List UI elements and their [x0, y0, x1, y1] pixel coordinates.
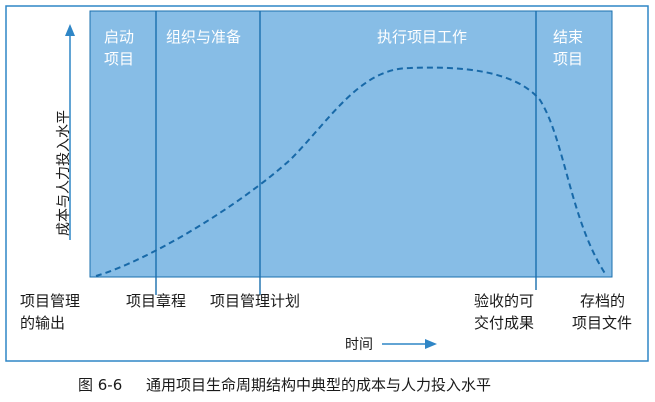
y-axis-label: 成本与人力投入水平	[56, 110, 72, 236]
x-axis-arrowhead	[425, 339, 437, 349]
y-axis-arrowhead	[65, 24, 75, 36]
phase-execute-label: 执行项目工作	[377, 28, 467, 46]
milestone-archived-2: 项目文件	[572, 314, 632, 332]
x-axis-label: 时间	[345, 337, 373, 353]
caption-title: 通用项目生命周期结构中典型的成本与人力投入水平	[146, 376, 491, 394]
milestone-deliverables-2: 交付成果	[474, 314, 534, 332]
phase-initiate-label-1: 启动	[104, 28, 134, 46]
caption-number: 图 6-6	[78, 376, 122, 394]
phase-close-label-2: 项目	[553, 50, 583, 68]
phase-organize-label: 组织与准备	[166, 28, 241, 46]
figure-frame	[5, 5, 649, 362]
milestone-charter: 项目章程	[126, 292, 186, 310]
phase-close-label-1: 结束	[553, 28, 583, 46]
milestone-pm-plan: 项目管理计划	[210, 292, 300, 310]
plot-area	[89, 10, 613, 278]
milestone-deliverables-1: 验收的可	[474, 292, 534, 310]
milestone-pm-output-1: 项目管理	[20, 292, 80, 310]
milestone-archived-1: 存档的	[580, 292, 625, 310]
phase-initiate-label-2: 项目	[104, 50, 134, 68]
milestone-pm-output-2: 的输出	[20, 314, 65, 332]
cost-effort-curve	[95, 66, 607, 277]
